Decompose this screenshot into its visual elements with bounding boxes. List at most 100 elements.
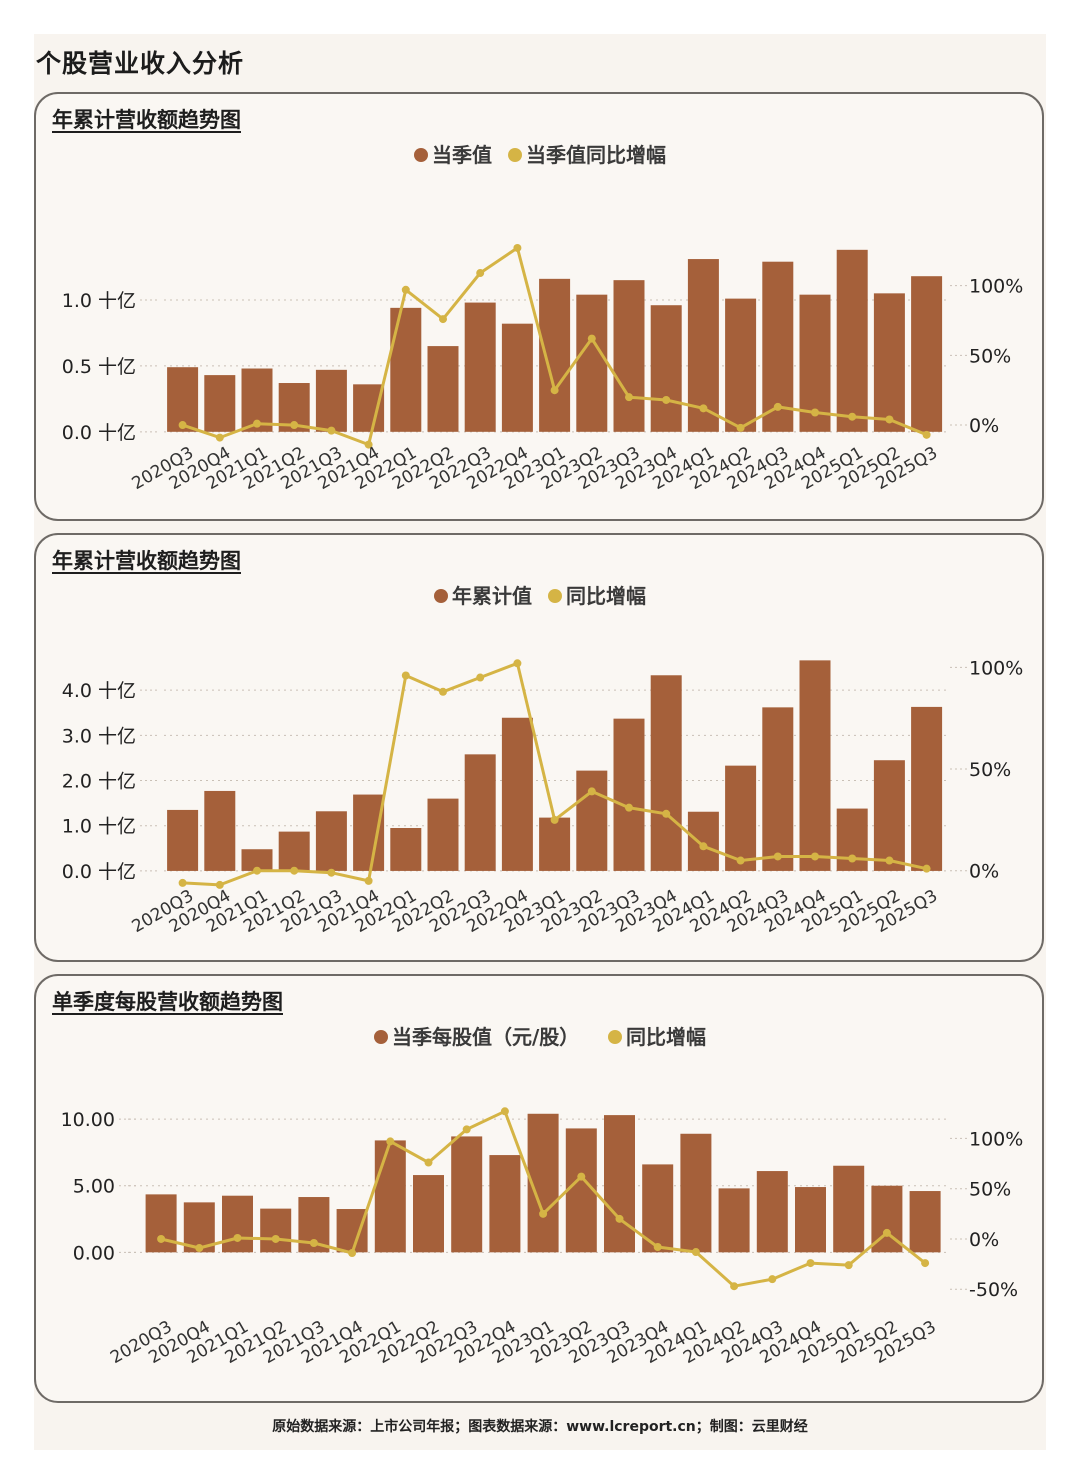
growth-point [885, 415, 894, 424]
bar [650, 675, 682, 871]
bar [565, 1128, 597, 1253]
bar [501, 323, 533, 432]
growth-point [401, 671, 410, 680]
growth-point [401, 285, 410, 294]
bar [336, 1209, 368, 1253]
right-axis-tick-label: 100% [969, 657, 1023, 679]
growth-point [922, 864, 931, 873]
growth-point [215, 433, 224, 442]
growth-point [848, 854, 857, 863]
legend-line-marker [548, 589, 562, 603]
left-axis-tick-label: 5.00 [73, 1176, 115, 1198]
chart-title: 单季度每股营收额趋势图 [52, 990, 283, 1014]
legend-bar-label: 当季每股值（元/股） [392, 1025, 579, 1049]
growth-point [806, 1259, 815, 1268]
growth-point [615, 1214, 624, 1223]
bar [613, 718, 645, 871]
report-page: 个股营业收入分析 年累计营收额趋势图 当季值 当季值同比增幅 0.0 十亿 0.5 十… [34, 34, 1046, 1450]
chart-cumulative-revenue: 年累计值 同比增幅 0.0 十亿 1.0 十亿 2.0 十亿 3.0 十亿 4.0 十亿 0%… [62, 584, 1024, 937]
page-title: 个股营业收入分析 [36, 49, 245, 78]
bar [604, 1115, 635, 1253]
left-axis-tick-label: 10.00 [61, 1109, 115, 1131]
growth-point [699, 842, 708, 851]
growth-point [439, 315, 447, 324]
bar [687, 811, 719, 871]
growth-point [195, 1244, 204, 1253]
bar [451, 1136, 483, 1253]
bar [873, 293, 905, 432]
growth-point [462, 1125, 471, 1134]
source-footer: 原始数据来源：上市公司年报；图表数据来源：www.lcreport.cn；制图：… [272, 1419, 808, 1435]
growth-point [736, 856, 745, 865]
growth-point [290, 866, 299, 875]
growth-point [848, 412, 857, 421]
bar [489, 1155, 521, 1253]
bar [167, 809, 199, 871]
growth-point [662, 395, 671, 404]
right-axis-tick-label: 50% [969, 345, 1011, 367]
chart-card-cumulative-revenue: 年累计营收额趋势图 年累计值 同比增幅 0.0 十亿 1.0 十亿 2.0 十亿 3.0 … [34, 533, 1044, 962]
growth-point [844, 1261, 853, 1270]
bar [315, 811, 347, 871]
chart-revenue-per-share: 当季每股值（元/股） 同比增幅 0.00 5.00 10.00 -50% 0% 50% 100%… [61, 1025, 1024, 1368]
growth-point [811, 408, 819, 417]
growth-point [550, 815, 559, 824]
left-axis-tick-label: 0.5 十亿 [62, 356, 136, 378]
growth-point [364, 440, 373, 449]
bar [799, 660, 831, 871]
legend-bar-label: 年累计值 [452, 584, 532, 608]
growth-point [699, 404, 708, 413]
bar [576, 770, 608, 871]
chart-title: 年累计营收额趋势图 [52, 108, 241, 132]
growth-point [178, 421, 187, 430]
left-axis-tick-label: 2.0 十亿 [62, 771, 136, 793]
bar [427, 798, 459, 871]
growth-point [736, 423, 745, 432]
growth-point [513, 659, 522, 668]
growth-point [922, 430, 931, 439]
growth-point [348, 1249, 357, 1258]
legend-line-marker [608, 1030, 622, 1044]
growth-point [215, 880, 224, 889]
right-axis-tick-label: 50% [969, 1179, 1011, 1201]
growth-point [539, 1209, 548, 1218]
chart-title: 年累计营收额趋势图 [52, 549, 241, 573]
right-axis-tick-label: -50% [969, 1279, 1018, 1301]
bar [353, 384, 385, 432]
growth-point [233, 1233, 242, 1242]
bar [909, 1191, 941, 1253]
left-axis-tick-label: 1.0 十亿 [62, 816, 136, 838]
chart-card-revenue-per-share: 单季度每股营收额趋势图 当季每股值（元/股） 同比增幅 0.00 5.00 10.00 -… [34, 974, 1044, 1403]
growth-point [587, 334, 596, 343]
bar [725, 298, 757, 432]
growth-point [500, 1107, 509, 1116]
growth-point [768, 1275, 777, 1284]
bar [464, 754, 496, 871]
legend-line-label: 当季值同比增幅 [526, 143, 666, 167]
growth-point [439, 687, 447, 696]
growth-point [290, 421, 299, 430]
growth-point [327, 426, 336, 435]
bar [687, 259, 719, 432]
bar [222, 1195, 253, 1253]
bar [539, 278, 571, 432]
bar [762, 707, 794, 871]
bar [795, 1187, 826, 1253]
bar [756, 1171, 788, 1253]
legend-bar-label: 当季值 [432, 143, 492, 167]
growth-point [773, 402, 782, 411]
right-axis-tick-label: 0% [969, 415, 999, 437]
right-axis-tick-label: 0% [969, 861, 999, 883]
growth-point [625, 803, 633, 812]
growth-point [691, 1248, 700, 1257]
bar [911, 706, 943, 871]
bar [315, 369, 347, 432]
bar [873, 760, 905, 871]
right-axis-tick-label: 0% [969, 1229, 999, 1251]
right-axis-tick-label: 100% [969, 276, 1023, 298]
bar [353, 794, 385, 871]
growth-point [327, 868, 336, 877]
left-axis-tick-label: 3.0 十亿 [62, 725, 136, 747]
growth-point [476, 673, 485, 682]
